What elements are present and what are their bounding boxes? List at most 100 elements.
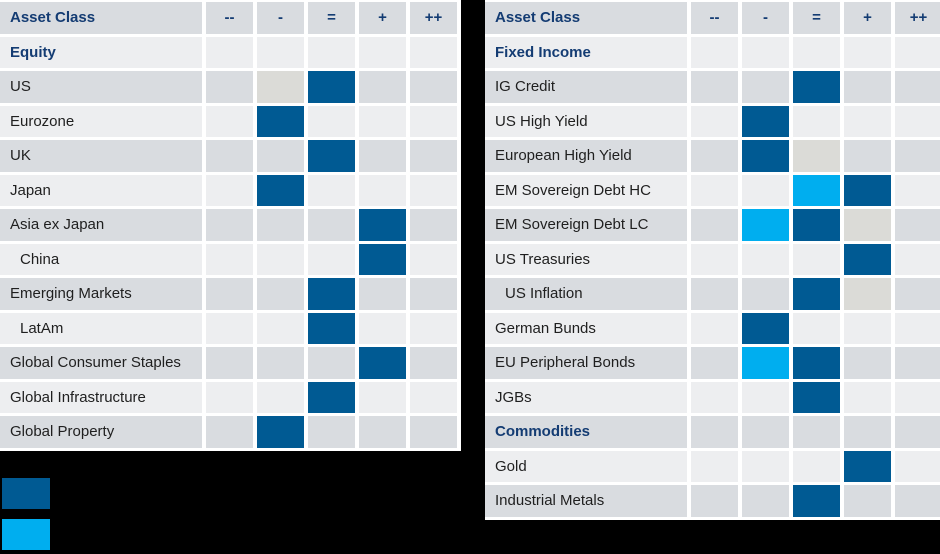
- position-cell-empty: [359, 416, 406, 448]
- asset-class-header: Asset Class: [0, 2, 202, 34]
- position-cell-empty: [257, 243, 304, 275]
- position-cell-empty: [410, 140, 457, 172]
- position-cell-empty: [410, 105, 457, 137]
- position-cell-empty: [844, 36, 891, 68]
- position-cell-empty: [691, 381, 738, 413]
- column-header-5: ++: [895, 2, 940, 34]
- position-cell-empty: [742, 416, 789, 448]
- position-cell-empty: [844, 416, 891, 448]
- position-cell-empty: [308, 243, 355, 275]
- position-cell-current: [257, 174, 304, 206]
- position-cell-current: [793, 381, 840, 413]
- position-cell-empty: [793, 450, 840, 482]
- position-cell-empty: [410, 36, 457, 68]
- position-cell-empty: [410, 416, 457, 448]
- position-cell-previous: [793, 140, 840, 172]
- position-cell-empty: [257, 140, 304, 172]
- position-cell-empty: [359, 174, 406, 206]
- asset-row-label: Gold: [485, 450, 687, 482]
- position-cell-empty: [793, 312, 840, 344]
- position-cell-empty: [410, 209, 457, 241]
- position-cell-current: [793, 485, 840, 517]
- asset-row-label: LatAm: [0, 312, 202, 344]
- asset-class-header: Asset Class: [485, 2, 687, 34]
- position-cell-current: [844, 243, 891, 275]
- asset-row-label: Global Consumer Staples: [0, 347, 202, 379]
- column-header-2: -: [742, 2, 789, 34]
- fixed-income-commodities-positioning-table: Asset Class -- - = + ++ Fixed Income IG Credit U…: [485, 0, 940, 520]
- column-header-2: -: [257, 2, 304, 34]
- position-cell-empty: [742, 278, 789, 310]
- position-cell-empty: [691, 140, 738, 172]
- position-cell-empty: [742, 381, 789, 413]
- position-cell-current: [359, 347, 406, 379]
- position-cell-empty: [206, 209, 253, 241]
- asset-row-label: US Inflation: [485, 278, 687, 310]
- position-cell-empty: [691, 105, 738, 137]
- position-cell-empty: [895, 312, 940, 344]
- position-cell-empty: [206, 278, 253, 310]
- position-cell-empty: [308, 36, 355, 68]
- position-cell-empty: [257, 312, 304, 344]
- position-cell-empty: [206, 174, 253, 206]
- column-header-4: +: [359, 2, 406, 34]
- legend-current-swatch: [2, 478, 50, 509]
- position-cell-empty: [844, 105, 891, 137]
- position-cell-empty: [359, 71, 406, 103]
- position-cell-empty: [206, 416, 253, 448]
- asset-row-label: Eurozone: [0, 105, 202, 137]
- column-header-3: =: [308, 2, 355, 34]
- position-cell-current: [844, 174, 891, 206]
- position-cell-empty: [742, 485, 789, 517]
- position-cell-empty: [410, 71, 457, 103]
- asset-row-label: European High Yield: [485, 140, 687, 172]
- position-cell-current: [308, 312, 355, 344]
- position-cell-empty: [895, 140, 940, 172]
- position-cell-empty: [742, 243, 789, 275]
- column-header-5: ++: [410, 2, 457, 34]
- position-cell-empty: [844, 485, 891, 517]
- equity-positioning-table: Asset Class -- - = + ++ Equity US Eurozone UK Japa…: [0, 0, 461, 451]
- asset-row-label: EU Peripheral Bonds: [485, 347, 687, 379]
- position-cell-current: [793, 209, 840, 241]
- position-cell-empty: [895, 381, 940, 413]
- position-cell-empty: [206, 71, 253, 103]
- position-cell-empty: [359, 312, 406, 344]
- position-cell-empty: [359, 381, 406, 413]
- section-row-label: Fixed Income: [485, 36, 687, 68]
- asset-row-label: EM Sovereign Debt LC: [485, 209, 687, 241]
- position-cell-current: [257, 416, 304, 448]
- column-header-1: --: [691, 2, 738, 34]
- position-cell-empty: [844, 347, 891, 379]
- position-cell-empty: [257, 36, 304, 68]
- position-cell-empty: [895, 209, 940, 241]
- section-row-label: Equity: [0, 36, 202, 68]
- position-cell-empty: [793, 105, 840, 137]
- position-cell-empty: [742, 71, 789, 103]
- position-cell-empty: [691, 36, 738, 68]
- position-cell-current: [793, 347, 840, 379]
- asset-row-label: Global Property: [0, 416, 202, 448]
- position-cell-empty: [691, 278, 738, 310]
- position-cell-empty: [206, 140, 253, 172]
- position-cell-current: [742, 140, 789, 172]
- asset-row-label: US Treasuries: [485, 243, 687, 275]
- position-cell-current: [308, 71, 355, 103]
- asset-row-label: Emerging Markets: [0, 278, 202, 310]
- position-cell-empty: [410, 312, 457, 344]
- column-header-3: =: [793, 2, 840, 34]
- position-cell-current: [793, 71, 840, 103]
- position-cell-empty: [308, 174, 355, 206]
- position-cell-empty: [895, 347, 940, 379]
- position-cell-empty: [308, 105, 355, 137]
- position-cell-empty: [206, 381, 253, 413]
- position-cell-empty: [691, 71, 738, 103]
- position-cell-empty: [257, 381, 304, 413]
- position-cell-changed: [742, 347, 789, 379]
- asset-row-label: Global Infrastructure: [0, 381, 202, 413]
- asset-row-label: Japan: [0, 174, 202, 206]
- position-cell-empty: [844, 140, 891, 172]
- position-cell-empty: [359, 278, 406, 310]
- asset-row-label: US High Yield: [485, 105, 687, 137]
- position-cell-empty: [895, 416, 940, 448]
